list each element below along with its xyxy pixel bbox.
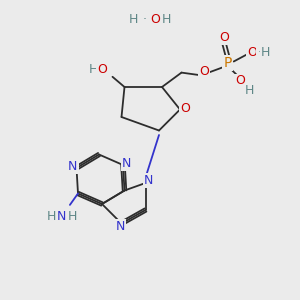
Text: N: N xyxy=(57,209,67,223)
Text: N: N xyxy=(115,220,125,233)
Text: N: N xyxy=(122,157,131,170)
Text: ·: · xyxy=(142,13,147,26)
Text: O: O xyxy=(98,62,107,76)
Text: O: O xyxy=(199,65,208,79)
Text: H: H xyxy=(260,46,270,59)
Text: H: H xyxy=(88,62,98,76)
Text: O: O xyxy=(181,101,190,115)
Text: O: O xyxy=(219,31,229,44)
Text: O: O xyxy=(235,74,244,88)
Text: O: O xyxy=(151,13,160,26)
Text: H: H xyxy=(129,13,138,26)
Text: H: H xyxy=(46,209,56,223)
Text: N: N xyxy=(144,174,153,187)
Text: P: P xyxy=(224,56,232,70)
Text: N: N xyxy=(68,160,78,173)
Text: H: H xyxy=(162,13,171,26)
Text: O: O xyxy=(247,46,256,59)
Text: H: H xyxy=(245,84,254,97)
Text: ·: · xyxy=(257,46,261,59)
Text: H: H xyxy=(67,209,77,223)
